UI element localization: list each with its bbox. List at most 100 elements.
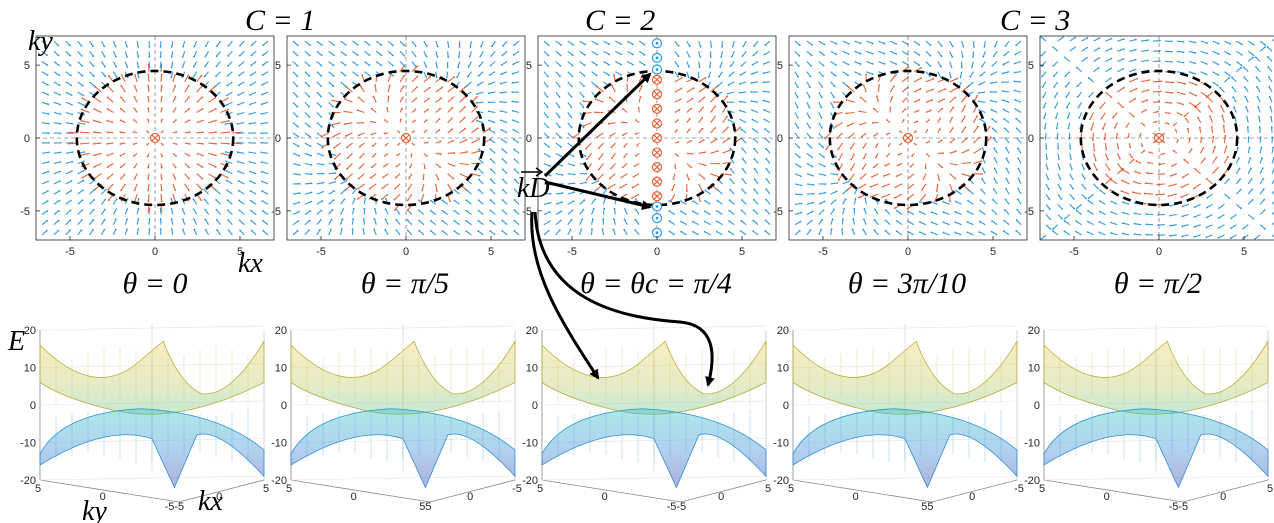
vector-arrow [208, 163, 217, 168]
vector-arrow [626, 50, 634, 55]
vector-arrow-head [71, 103, 73, 106]
vector-arrow-head [1048, 208, 1051, 211]
vector-arrow [316, 61, 322, 67]
vector-arrow-head [464, 106, 466, 108]
vector-arrow [1247, 40, 1254, 46]
vector-arrow [208, 142, 217, 145]
vector-arrow [794, 112, 799, 119]
vector-arrow [1233, 106, 1237, 113]
vector-arrow [239, 209, 245, 215]
vector-arrow-head [161, 155, 164, 158]
vector-arrow [1093, 47, 1100, 52]
vector-arrow-head [1122, 38, 1125, 40]
vector-arrow [1017, 157, 1022, 164]
vector-arrow-head [260, 132, 263, 135]
vector-arrow-head [643, 53, 646, 56]
vector-arrow-head [1086, 220, 1089, 223]
vector-arrow [101, 199, 106, 205]
vector-arrow-head [1107, 158, 1109, 161]
z-tick-label: -10 [1024, 438, 1040, 450]
vector-arrow [134, 74, 138, 83]
vector-arrow-head [174, 178, 177, 180]
vector-arrow-head [238, 209, 241, 212]
vector-arrow-head [499, 100, 502, 103]
vector-arrow [172, 74, 176, 83]
vector-arrow [501, 148, 508, 154]
vector-arrow [709, 61, 712, 68]
vector-arrow-head [345, 86, 348, 88]
vector-arrow-head [1205, 236, 1208, 239]
vector-arrow [364, 50, 370, 56]
vector-arrow [806, 40, 813, 46]
vector-arrow [89, 40, 94, 47]
vector-arrow-head [93, 142, 95, 145]
vector-arrow [973, 126, 979, 134]
vector-arrow-head [952, 106, 955, 109]
vector-arrow-head [362, 217, 365, 220]
vector-arrow [182, 61, 186, 68]
vector-arrow-head [465, 209, 468, 212]
vector-arrow [471, 127, 479, 134]
x-tick-label: 0 [905, 246, 911, 258]
vector-arrow [818, 209, 824, 215]
theta-label-5: θ = π/2 [1114, 267, 1202, 300]
vector-arrow [1003, 108, 1010, 113]
vector-arrow [373, 218, 377, 225]
vector-arrow-head [1071, 168, 1073, 170]
vector-arrow [889, 96, 893, 103]
vector-arrow-head [821, 218, 824, 221]
vector-arrow-head [954, 150, 957, 153]
vector-arrow [858, 183, 867, 189]
vector-arrow [543, 230, 550, 236]
lower-band-surface [290, 408, 516, 489]
vector-arrow [591, 61, 598, 66]
vector-arrow-head [1115, 137, 1118, 140]
vector-arrow-head [192, 65, 195, 68]
vector-arrow [806, 102, 811, 108]
vector-arrow [882, 183, 891, 188]
vector-arrow [794, 163, 801, 168]
vector-arrow [979, 231, 986, 236]
vector-arrow-head [752, 209, 755, 212]
vector-arrow-head [979, 210, 981, 212]
vector-arrow [740, 230, 747, 236]
vector-arrow [41, 230, 48, 236]
x-tick-label: -5 [316, 246, 326, 258]
vector-arrow [1246, 116, 1249, 123]
vector-arrow-head [742, 45, 745, 48]
vector-arrow-head [881, 196, 884, 199]
vector-arrow [316, 122, 322, 128]
vector-arrow-head [501, 199, 504, 201]
vector-arrow-head [1053, 96, 1056, 99]
vector-arrow-head [1085, 197, 1087, 200]
vector-arrow-head [80, 108, 83, 111]
vector-arrow [442, 200, 448, 205]
vector-arrow-head [59, 103, 62, 106]
vector-arrow [77, 209, 83, 215]
vector-arrow [41, 61, 48, 66]
vector-arrow-head [634, 133, 637, 135]
vector-arrow-head [1046, 158, 1048, 160]
vector-arrow-head [201, 166, 204, 169]
vector-arrow-head [740, 64, 743, 67]
vector-arrow-head [939, 76, 942, 78]
surface-energy-label: E [7, 326, 25, 357]
vector-arrow [1259, 188, 1265, 195]
vector-arrow-head [762, 99, 765, 102]
vector-arrow-head [249, 190, 252, 192]
vector-arrow [876, 96, 879, 103]
vector-arrow-head [260, 122, 263, 125]
vector-arrow [292, 173, 300, 176]
vector-arrow [490, 179, 496, 185]
vector-arrow-head [835, 53, 838, 56]
vector-arrow-head [836, 182, 839, 184]
vector-arrow-head [1170, 102, 1173, 104]
vector-arrow [1244, 96, 1249, 103]
vector-arrow [147, 64, 150, 72]
vector-arrow [237, 111, 245, 115]
vector-arrow-head [751, 118, 754, 121]
vector-arrow [1116, 168, 1124, 175]
vector-arrow-head [583, 64, 586, 67]
vector-arrow-head [81, 97, 84, 100]
vector-arrow [830, 61, 837, 66]
